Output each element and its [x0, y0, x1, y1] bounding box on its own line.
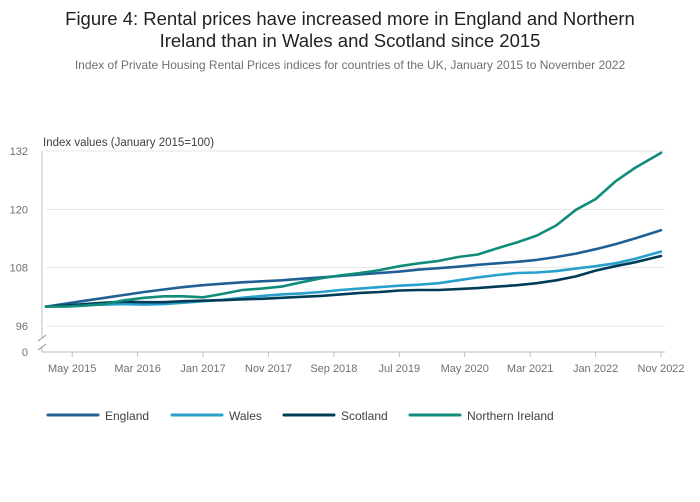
legend: England Wales Scotland Northern Ireland	[46, 409, 554, 423]
x-tick-label: Nov 2022	[637, 363, 684, 375]
chart-title-line-2: Ireland than in Wales and Scotland since…	[159, 30, 541, 51]
x-tick-label: May 2015	[48, 363, 96, 375]
axis-break-mark	[37, 343, 47, 351]
x-tick-label: Nov 2017	[245, 363, 292, 375]
x-tick-label: Sep 2018	[310, 363, 357, 375]
x-tick-label: May 2020	[441, 363, 489, 375]
chart-subtitle: Index of Private Housing Rental Prices i…	[74, 58, 626, 72]
series-line-wales	[44, 250, 663, 308]
grid-lines	[46, 150, 665, 327]
axes: 0 96 108 120 132 May 2015 Mar 2016 Jan 2017 Nov …	[10, 146, 685, 375]
legend-item-northern-ireland: Northern Ireland	[408, 409, 554, 423]
legend-item-wales: Wales	[170, 409, 262, 423]
y-tick-label: 0	[22, 347, 28, 359]
y-tick-label: 132	[10, 146, 28, 158]
legend-label: Wales	[229, 409, 262, 423]
axis-break-mark	[37, 334, 47, 342]
series-lines	[44, 151, 663, 308]
legend-item-england: England	[46, 409, 149, 423]
legend-label: Scotland	[341, 409, 388, 423]
y-tick-label: 120	[10, 204, 28, 216]
y-tick-label: 108	[10, 263, 28, 275]
x-tick-label: Jan 2022	[573, 363, 618, 375]
y-axis-title: Index values (January 2015=100)	[43, 137, 214, 149]
x-tick-label: Jul 2019	[379, 363, 421, 375]
series-line-scotland	[44, 254, 663, 308]
legend-item-scotland: Scotland	[282, 409, 388, 423]
x-tick-label: Mar 2016	[114, 363, 160, 375]
legend-label: England	[105, 409, 149, 423]
y-tick-label: 96	[16, 321, 28, 333]
series-line-northern-ireland	[44, 151, 663, 308]
x-tick-label: Jan 2017	[180, 363, 225, 375]
chart-title-line-1: Figure 4: Rental prices have increased m…	[65, 8, 635, 29]
chart-title: Figure 4: Rental prices have increased m…	[0, 8, 700, 52]
x-tick-label: Mar 2021	[507, 363, 553, 375]
legend-label: Northern Ireland	[467, 409, 554, 423]
